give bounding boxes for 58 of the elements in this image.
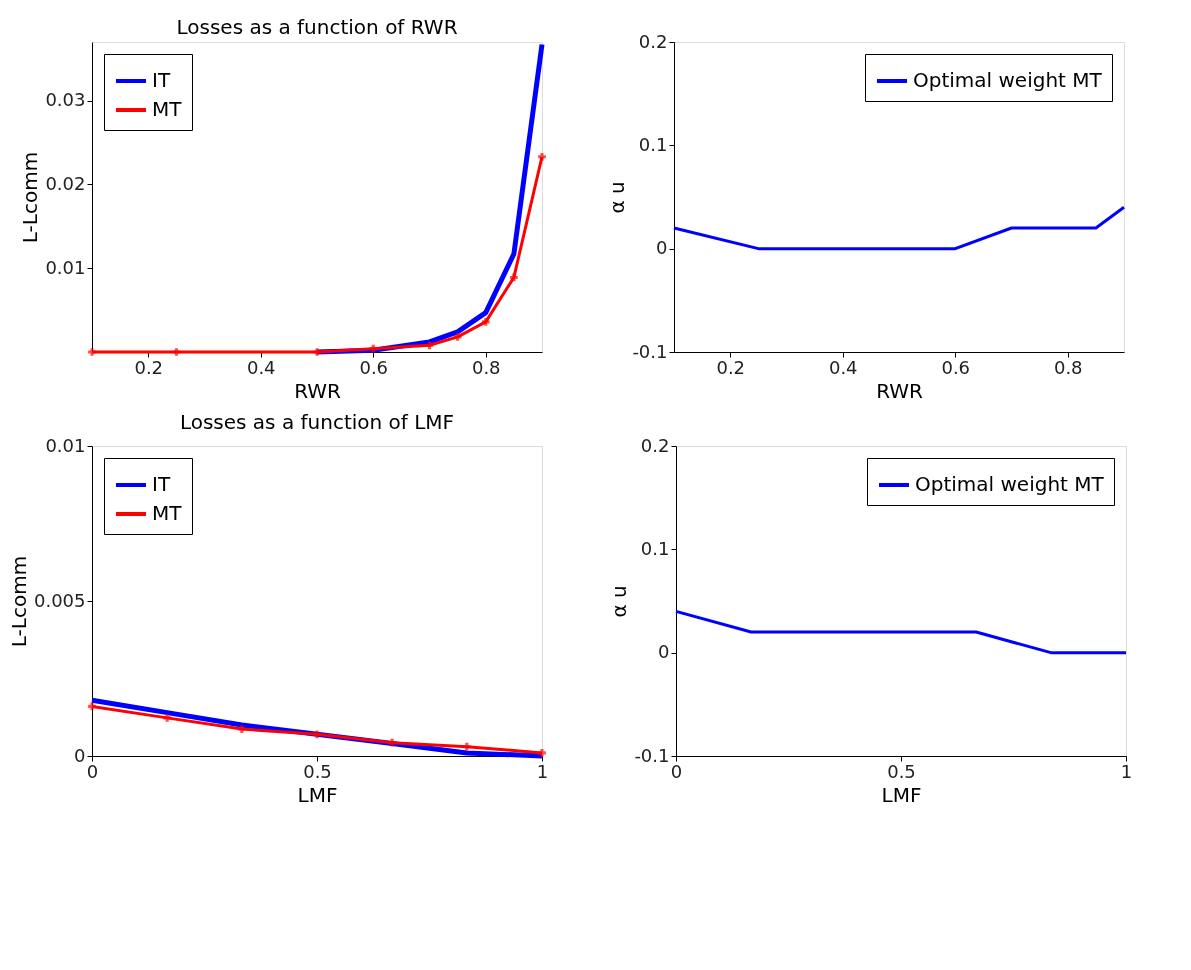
x-tick-label: 0.5 — [303, 760, 332, 782]
y-tick-label: 0 — [74, 744, 86, 766]
point — [237, 725, 246, 733]
point — [313, 730, 321, 739]
chart-title: Losses as a function of RWR — [176, 15, 458, 39]
x-tick-label: 0.4 — [828, 356, 858, 378]
y-tick-label: 0 — [658, 641, 670, 663]
y-tick-label: 0.02 — [45, 172, 86, 194]
x-tick-label: 0.6 — [941, 356, 971, 378]
x-tick-label: 1 — [536, 760, 549, 782]
legend-label: IT — [152, 68, 171, 92]
point — [453, 333, 462, 341]
y-tick-label: 0.2 — [640, 434, 670, 456]
y-tick-label: -0.1 — [632, 340, 668, 362]
legend-label: MT — [152, 97, 183, 121]
x-tick-label: 1 — [1120, 760, 1133, 782]
point — [313, 348, 321, 356]
point — [481, 317, 490, 326]
legend-label: MT — [152, 501, 183, 525]
x-tick-label: 0.2 — [134, 356, 164, 378]
y-tick-label: 0.2 — [638, 30, 668, 52]
point — [425, 341, 434, 350]
point — [172, 348, 181, 356]
x-axis-title: RWR — [294, 378, 341, 403]
legend-label: IT — [152, 472, 171, 496]
y-tick-label: 0.1 — [638, 133, 668, 155]
chart-title: Losses as a function of LMF — [179, 410, 455, 434]
point — [88, 348, 96, 356]
y-tick-label: 0 — [656, 237, 668, 259]
point — [163, 714, 172, 722]
y-tick-label: 0.005 — [33, 589, 86, 611]
x-tick-label: 0.8 — [1053, 356, 1083, 378]
legend-label: Optimal weight MT — [913, 68, 1103, 92]
point — [538, 152, 546, 161]
x-axis-title: LMF — [297, 782, 338, 807]
x-tick-label: 0.6 — [359, 356, 389, 378]
y-axis-title: L-Lcomm — [6, 555, 31, 648]
legend-label: Optimal weight MT — [915, 472, 1105, 496]
point — [510, 273, 518, 282]
x-axis-title: LMF — [881, 782, 922, 807]
x-tick-label: 0.8 — [471, 356, 501, 378]
x-tick-label: 0.4 — [246, 356, 276, 378]
y-tick-label: 0.1 — [640, 537, 670, 559]
y-tick-label: -0.1 — [634, 744, 670, 766]
point — [369, 344, 378, 353]
y-axis-title: L-Lcomm — [18, 151, 43, 244]
x-tick-label: 0.2 — [716, 356, 746, 378]
point — [88, 702, 96, 711]
point — [462, 742, 471, 751]
y-tick-label: 0.01 — [45, 434, 86, 456]
y-axis-title: α u — [605, 181, 630, 214]
x-axis-title: RWR — [876, 378, 923, 403]
y-tick-label: 0.03 — [45, 89, 86, 111]
y-tick-label: 0.01 — [45, 256, 86, 278]
point — [538, 749, 546, 757]
y-axis-title: α u — [607, 585, 632, 618]
point — [388, 738, 397, 747]
x-tick-label: 0.5 — [887, 760, 916, 782]
